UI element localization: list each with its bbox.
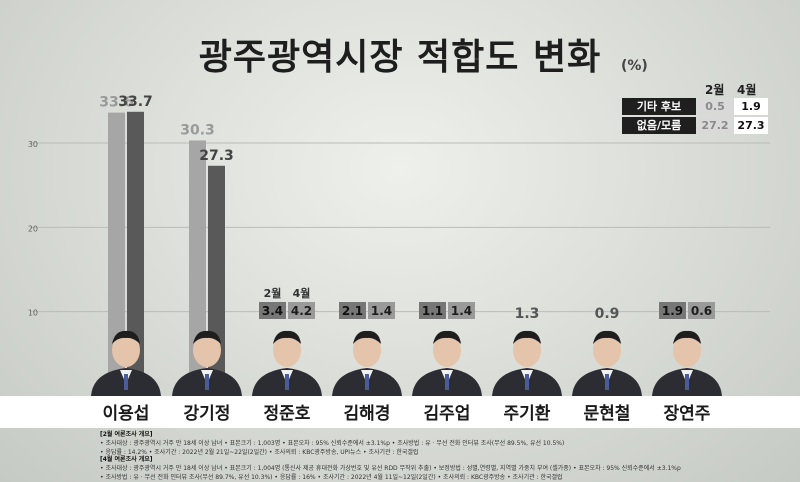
candidate-photo-6 [568,322,646,396]
candidate-name-7: 장연주 [663,404,711,424]
small-label-apr: 4월 [293,286,311,300]
legend-row-other-feb: 0.5 [698,98,732,115]
apr-notes-line1: • 조사대상 : 광주광역시 거주 만 18세 이상 남녀 • 표본크기 : 1… [100,465,681,472]
legend-row-other-label: 기타 후보 [622,98,696,115]
legend-month-apr: 4월 [737,83,757,97]
legend-row-none-apr: 27.3 [734,117,768,134]
apr-notes-line2: • 조사방법 : 유 · 무선 전화 인터뷰 조사(무선 89.7%, 유선 1… [100,474,563,481]
candidate-name-4: 김주업 [423,404,471,424]
y-tick-label-30: 30 [28,140,38,149]
data-label-apr-4: 1.4 [451,304,472,318]
candidate-photo-1 [168,322,246,396]
data-label-apr-7: 0.6 [691,304,712,318]
data-label-apr-0: 33.7 [118,94,153,110]
data-label-apr-2: 4.2 [291,304,312,318]
feb-notes-line1: • 조사대상 : 광주광역시 거주 만 18세 이상 남녀 • 표본크기 : 1… [100,440,565,447]
chart-title: 광주광역시장 적합도 변화 [198,37,602,78]
legend-row-none-label: 없음/모름 [622,117,696,134]
apr-survey-notes: [4월 여론조사 개요] • 조사대상 : 광주광역시 거주 만 18세 이상 … [100,455,780,482]
candidate-name-bar [0,396,800,428]
data-label-feb-2: 3.4 [262,304,283,318]
bar-apr-0 [127,111,144,397]
data-label-apr-1: 27.3 [199,148,234,164]
data-label-apr-3: 1.4 [371,304,392,318]
candidate-photo-3 [328,322,406,396]
data-label-feb-0: 33.6 [99,95,134,111]
candidate-name-3: 김해경 [343,404,391,424]
box-feb-3 [339,302,366,319]
data-label-feb-4: 1.1 [422,304,443,318]
feb-survey-notes: [2월 여론조사 개요] • 조사대상 : 광주광역시 거주 만 18세 이상 … [100,430,780,457]
box-feb-7 [659,302,686,319]
unit-label: (%) [621,58,648,74]
data-label-feb-7: 1.9 [662,304,683,318]
candidate-name-6: 문현철 [583,404,631,424]
box-apr-4 [448,302,475,319]
y-tick-label-10: 10 [28,309,38,318]
candidate-name-5: 주기환 [503,404,551,424]
legend-row-other-apr: 1.9 [734,98,768,115]
candidate-name-0: 이용섭 [102,404,150,424]
legend-month-feb: 2월 [705,83,725,97]
candidate-photo-4 [408,322,486,396]
box-feb-2 [259,302,286,319]
candidate-photo-2 [248,322,326,396]
candidate-photo-5 [488,322,566,396]
data-label-apr-6: 0.9 [595,306,620,322]
candidate-name-2: 정준호 [263,404,311,424]
box-apr-2 [288,302,315,319]
bar-feb-0 [108,112,125,396]
apr-notes-title: [4월 여론조사 개요] [100,456,153,463]
candidate-name-1: 강기정 [183,404,231,424]
data-label-apr-5: 1.3 [515,306,540,322]
box-feb-4 [419,302,446,319]
box-apr-3 [368,302,395,319]
legend-row-none-feb: 27.2 [698,117,732,134]
data-label-feb-1: 30.3 [180,122,215,138]
data-label-feb-3: 2.1 [342,304,363,318]
box-apr-7 [688,302,715,319]
candidate-photo-7 [648,322,726,396]
small-label-feb: 2월 [264,286,282,300]
y-tick-label-20: 20 [28,224,38,233]
feb-notes-line2: • 응답률 : 14.2% • 조사기간 : 2022년 2월 21일~22일(… [100,449,419,456]
feb-notes-title: [2월 여론조사 개요] [100,431,153,438]
candidate-photo-0 [87,322,165,396]
